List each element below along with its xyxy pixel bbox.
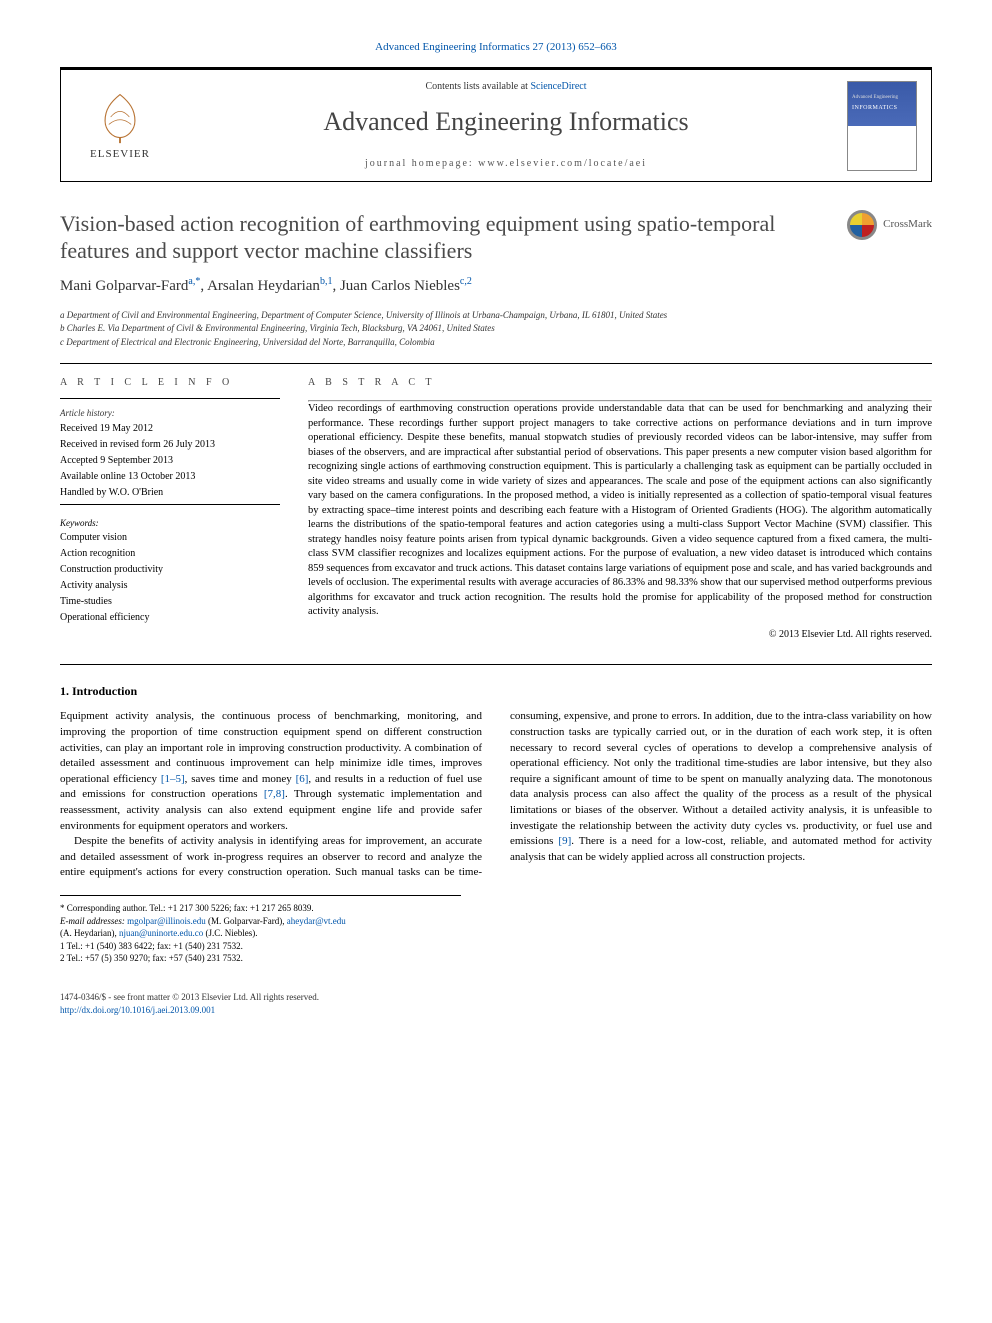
author-mark: c,2 [460,276,472,287]
keyword: Operational efficiency [60,611,280,625]
publisher-name: ELSEVIER [90,147,150,162]
divider [60,363,932,364]
contents-line: Contents lists available at ScienceDirec… [165,80,847,94]
doi-link[interactable]: http://dx.doi.org/10.1016/j.aei.2013.09.… [60,1005,215,1015]
article-info-column: A R T I C L E I N F O Article history: R… [60,376,280,641]
journal-reference: Advanced Engineering Informatics 27 (201… [60,40,932,55]
email-addresses: E-mail addresses: mgolpar@illinois.edu (… [60,915,461,940]
affiliation: b Charles E. Via Department of Civil & E… [60,322,932,336]
email-link[interactable]: mgolpar@illinois.edu [127,916,206,926]
author-mark: b,1 [320,276,333,287]
citation-link[interactable]: [6] [296,773,309,785]
body-text: Equipment activity analysis, the continu… [60,709,932,881]
abstract-heading: A B S T R A C T [308,376,932,390]
history-item: Received 19 May 2012 [60,422,280,436]
footnote: 1 Tel.: +1 (540) 383 6422; fax: +1 (540)… [60,940,461,953]
author: Arsalan Heydarian [207,278,320,294]
footnote: 2 Tel.: +57 (5) 350 9270; fax: +57 (540)… [60,952,461,965]
history-item: Accepted 9 September 2013 [60,454,280,468]
citation-link[interactable]: [9] [558,835,571,847]
affiliations: a Department of Civil and Environmental … [60,309,932,350]
page-footer: 1474-0346/$ - see front matter © 2013 El… [60,991,932,1016]
journal-title: Advanced Engineering Informatics [165,104,847,140]
elsevier-tree-icon [92,89,148,145]
author: Mani Golparvar-Fard [60,278,188,294]
abstract-column: A B S T R A C T Video recordings of eart… [308,376,932,641]
keyword: Time-studies [60,595,280,609]
author-list: Mani Golparvar-Farda,*, Arsalan Heydaria… [60,275,932,297]
divider [60,664,932,665]
crossmark-icon [847,210,877,240]
section-heading: 1. Introduction [60,683,932,700]
citation-link[interactable]: [1–5] [161,773,185,785]
history-item: Available online 13 October 2013 [60,470,280,484]
issn-line: 1474-0346/$ - see front matter © 2013 El… [60,991,319,1004]
journal-cover-thumb [847,81,917,171]
crossmark-label: CrossMark [883,217,932,232]
keyword: Computer vision [60,531,280,545]
crossmark-badge[interactable]: CrossMark [847,210,932,240]
article-title: Vision-based action recognition of earth… [60,210,831,265]
sciencedirect-link[interactable]: ScienceDirect [530,81,586,92]
keyword: Construction productivity [60,563,280,577]
keyword: Action recognition [60,547,280,561]
keywords-label: Keywords: [60,517,280,530]
publisher-logo: ELSEVIER [75,89,165,162]
email-link[interactable]: aheydar@vt.edu [287,916,346,926]
history-item: Received in revised form 26 July 2013 [60,438,280,452]
email-link[interactable]: njuan@uninorte.edu.co [119,928,203,938]
abstract-text: Video recordings of earthmoving construc… [308,402,932,619]
journal-homepage: journal homepage: www.elsevier.com/locat… [165,157,847,171]
author-mark: a,* [188,276,200,287]
journal-reference-link[interactable]: Advanced Engineering Informatics 27 (201… [375,41,617,53]
keyword: Activity analysis [60,579,280,593]
article-info-heading: A R T I C L E I N F O [60,376,280,390]
abstract-copyright: © 2013 Elsevier Ltd. All rights reserved… [308,628,932,642]
author: Juan Carlos Niebles [340,278,460,294]
history-label: Article history: [60,407,280,420]
affiliation: c Department of Electrical and Electroni… [60,336,932,350]
corresponding-author-note: * Corresponding author. Tel.: +1 217 300… [60,902,461,915]
footnotes: * Corresponding author. Tel.: +1 217 300… [60,895,461,965]
history-item: Handled by W.O. O'Brien [60,486,280,500]
masthead: ELSEVIER Contents lists available at Sci… [60,67,932,181]
citation-link[interactable]: [7,8] [264,788,285,800]
affiliation: a Department of Civil and Environmental … [60,309,932,323]
